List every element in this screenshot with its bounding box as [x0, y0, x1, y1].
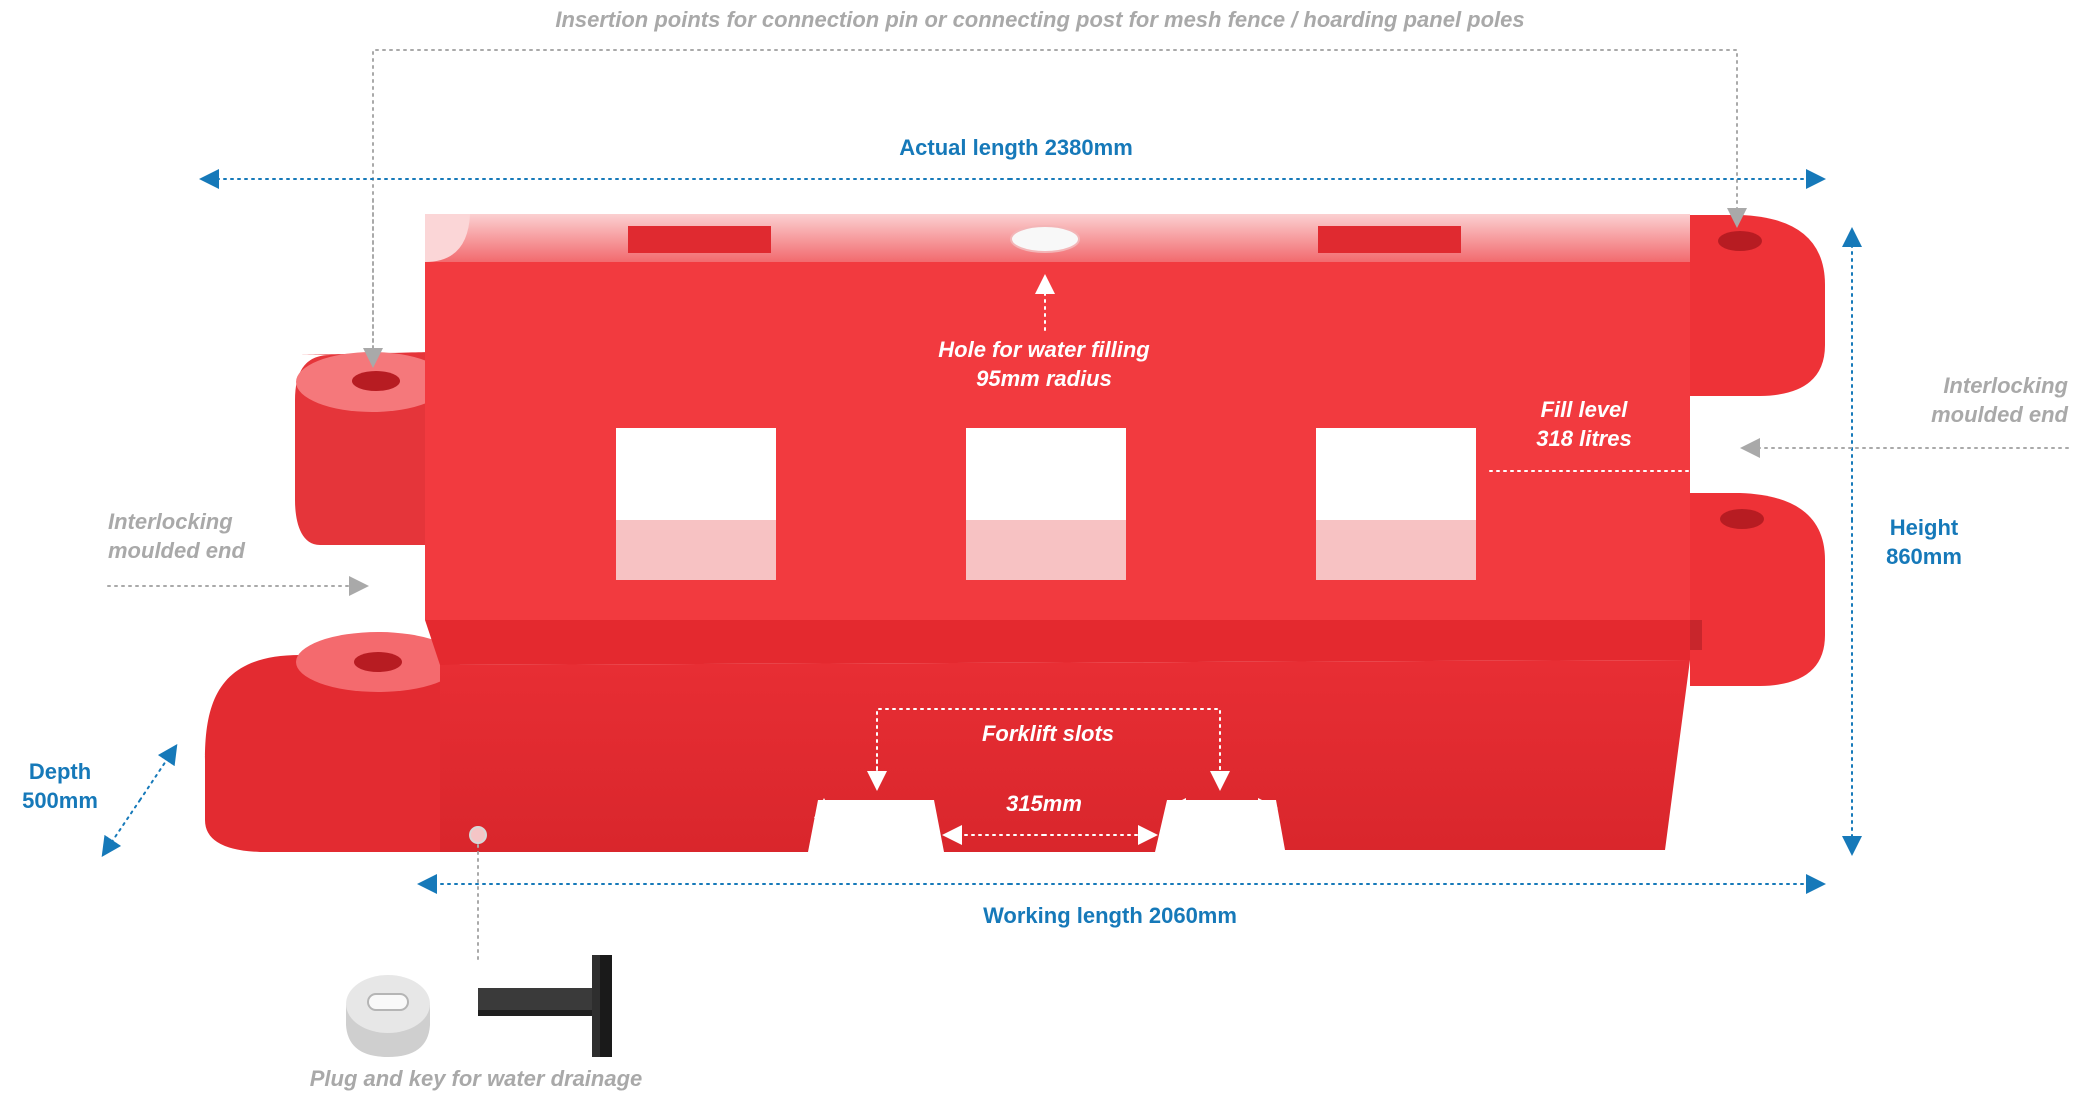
depth-line [139, 744, 178, 801]
fill-level-label: Fill level 318 litres [1536, 396, 1631, 453]
drainage-key-part [478, 955, 612, 1057]
height-label-line1: Height [1889, 515, 1959, 540]
left-lower-lug-hole [354, 652, 402, 672]
right-lower-lug-hole [1720, 509, 1764, 529]
water-filling-hole [1010, 225, 1080, 253]
window-middle [966, 428, 1126, 580]
right-lower-lug [1690, 493, 1825, 686]
depth-label-line1: Depth [28, 759, 92, 784]
insertion-points-label: Insertion points for connection pin or c… [555, 7, 1525, 32]
top-slot-right [1318, 226, 1461, 253]
left-lower-lug [205, 640, 440, 852]
right-upper-lug-hole [1718, 231, 1762, 251]
window-right [1316, 428, 1476, 580]
forklift-slots-label: Forklift slots [981, 721, 1115, 746]
interlock-right-label: Interlocking moulded end [1931, 372, 2068, 429]
interlock-left-label: Interlocking moulded end [108, 508, 245, 565]
dim-185-label: 185mm [1182, 827, 1258, 852]
drainage-plug-part [346, 975, 430, 1057]
depth-label: Depth 500mm [22, 758, 98, 815]
dim-315-label: 315mm [1006, 791, 1082, 816]
base-front [440, 660, 1690, 852]
interlock-right-line2: moulded end [1931, 401, 2068, 427]
fill-label-line1: Fill level [1540, 397, 1628, 422]
hole-label-line1: Hole for water filling [938, 337, 1150, 362]
right-upper-lug [1690, 215, 1825, 396]
interlock-left-line2: moulded end [108, 537, 245, 563]
fill-label-line2: 318 litres [1536, 425, 1632, 451]
drain-plug [469, 826, 487, 844]
forklift-bracket [876, 708, 1221, 778]
hole-label-line2: 95mm radius [976, 365, 1112, 391]
actual-length-label: Actual length 2380mm [899, 135, 1133, 160]
left-upper-lug-hole [352, 371, 400, 391]
interlock-left-line1: Interlocking [108, 509, 233, 534]
height-label: Height 860mm [1886, 514, 1962, 571]
depth-label-line2: 500mm [22, 787, 98, 813]
top-slot-left [628, 226, 771, 253]
barrier-body [205, 214, 1825, 852]
base-step [425, 620, 1690, 665]
dim-83-label: 83mm [850, 810, 914, 835]
hole-filling-label: Hole for water filling 95mm radius [938, 336, 1149, 393]
height-label-line2: 860mm [1886, 543, 1962, 569]
working-length-label: Working length 2060mm [983, 903, 1237, 928]
interlock-right-line1: Interlocking [1943, 373, 2068, 398]
plug-key-label: Plug and key for water drainage [309, 1066, 643, 1091]
window-left [616, 428, 776, 580]
